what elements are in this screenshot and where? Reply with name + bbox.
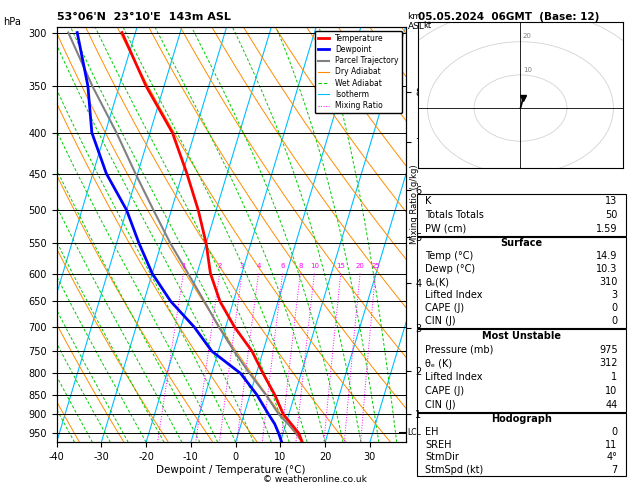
Text: SREH: SREH: [425, 440, 452, 450]
Text: km
ASL: km ASL: [408, 12, 425, 31]
Text: Mixing Ratio (g/kg): Mixing Ratio (g/kg): [410, 164, 419, 244]
Text: Totals Totals: Totals Totals: [425, 210, 484, 220]
Text: CIN (J): CIN (J): [425, 316, 456, 326]
Text: 13: 13: [605, 196, 618, 206]
Text: θₑ(K): θₑ(K): [425, 278, 449, 287]
Text: 3: 3: [611, 290, 618, 300]
Text: EH: EH: [425, 427, 439, 437]
Legend: Temperature, Dewpoint, Parcel Trajectory, Dry Adiabat, Wet Adiabat, Isotherm, Mi: Temperature, Dewpoint, Parcel Trajectory…: [314, 31, 402, 113]
Text: 6: 6: [281, 262, 285, 269]
Text: 11: 11: [605, 440, 618, 450]
Text: 44: 44: [605, 400, 618, 410]
Text: 1: 1: [611, 372, 618, 382]
Text: 0: 0: [611, 303, 618, 313]
Text: θₑ (K): θₑ (K): [425, 359, 452, 368]
Text: Surface: Surface: [501, 238, 542, 248]
Text: Lifted Index: Lifted Index: [425, 372, 483, 382]
Text: CAPE (J): CAPE (J): [425, 386, 464, 396]
Bar: [417, 194, 626, 236]
Text: hPa: hPa: [3, 17, 21, 27]
Text: K: K: [425, 196, 431, 206]
Text: kt: kt: [423, 21, 431, 31]
Text: 10: 10: [523, 67, 532, 72]
Text: 1: 1: [181, 262, 186, 269]
Text: StmDir: StmDir: [425, 452, 459, 462]
Bar: [417, 329, 626, 412]
Text: StmSpd (kt): StmSpd (kt): [425, 465, 484, 475]
Text: 310: 310: [599, 278, 618, 287]
Text: 53°06'N  23°10'E  143m ASL: 53°06'N 23°10'E 143m ASL: [57, 12, 230, 22]
Text: 8: 8: [298, 262, 303, 269]
Text: 7: 7: [611, 465, 618, 475]
Text: 25: 25: [371, 262, 380, 269]
Text: 10: 10: [605, 386, 618, 396]
X-axis label: Dewpoint / Temperature (°C): Dewpoint / Temperature (°C): [157, 465, 306, 475]
Bar: [417, 413, 626, 476]
Text: LCL: LCL: [407, 428, 421, 437]
Text: 10.3: 10.3: [596, 264, 618, 274]
Text: 975: 975: [599, 345, 618, 355]
Text: CAPE (J): CAPE (J): [425, 303, 464, 313]
Text: 14.9: 14.9: [596, 251, 618, 261]
Text: 05.05.2024  06GMT  (Base: 12): 05.05.2024 06GMT (Base: 12): [418, 12, 599, 22]
Text: 1.59: 1.59: [596, 224, 618, 234]
Text: 10: 10: [310, 262, 319, 269]
Text: 3: 3: [240, 262, 244, 269]
Text: PW (cm): PW (cm): [425, 224, 467, 234]
Text: 312: 312: [599, 359, 618, 368]
Text: 0: 0: [611, 427, 618, 437]
Text: CIN (J): CIN (J): [425, 400, 456, 410]
Text: Pressure (mb): Pressure (mb): [425, 345, 494, 355]
Text: 20: 20: [523, 34, 532, 39]
Text: 4: 4: [256, 262, 260, 269]
Text: 4°: 4°: [606, 452, 618, 462]
Text: Temp (°C): Temp (°C): [425, 251, 474, 261]
Text: © weatheronline.co.uk: © weatheronline.co.uk: [262, 474, 367, 484]
Text: Most Unstable: Most Unstable: [482, 330, 561, 341]
Text: 15: 15: [337, 262, 345, 269]
Text: Lifted Index: Lifted Index: [425, 290, 483, 300]
Text: Hodograph: Hodograph: [491, 415, 552, 424]
Text: 50: 50: [605, 210, 618, 220]
Bar: [417, 237, 626, 328]
Text: 20: 20: [355, 262, 365, 269]
Text: Dewp (°C): Dewp (°C): [425, 264, 476, 274]
Text: 2: 2: [218, 262, 222, 269]
Text: 0: 0: [611, 316, 618, 326]
